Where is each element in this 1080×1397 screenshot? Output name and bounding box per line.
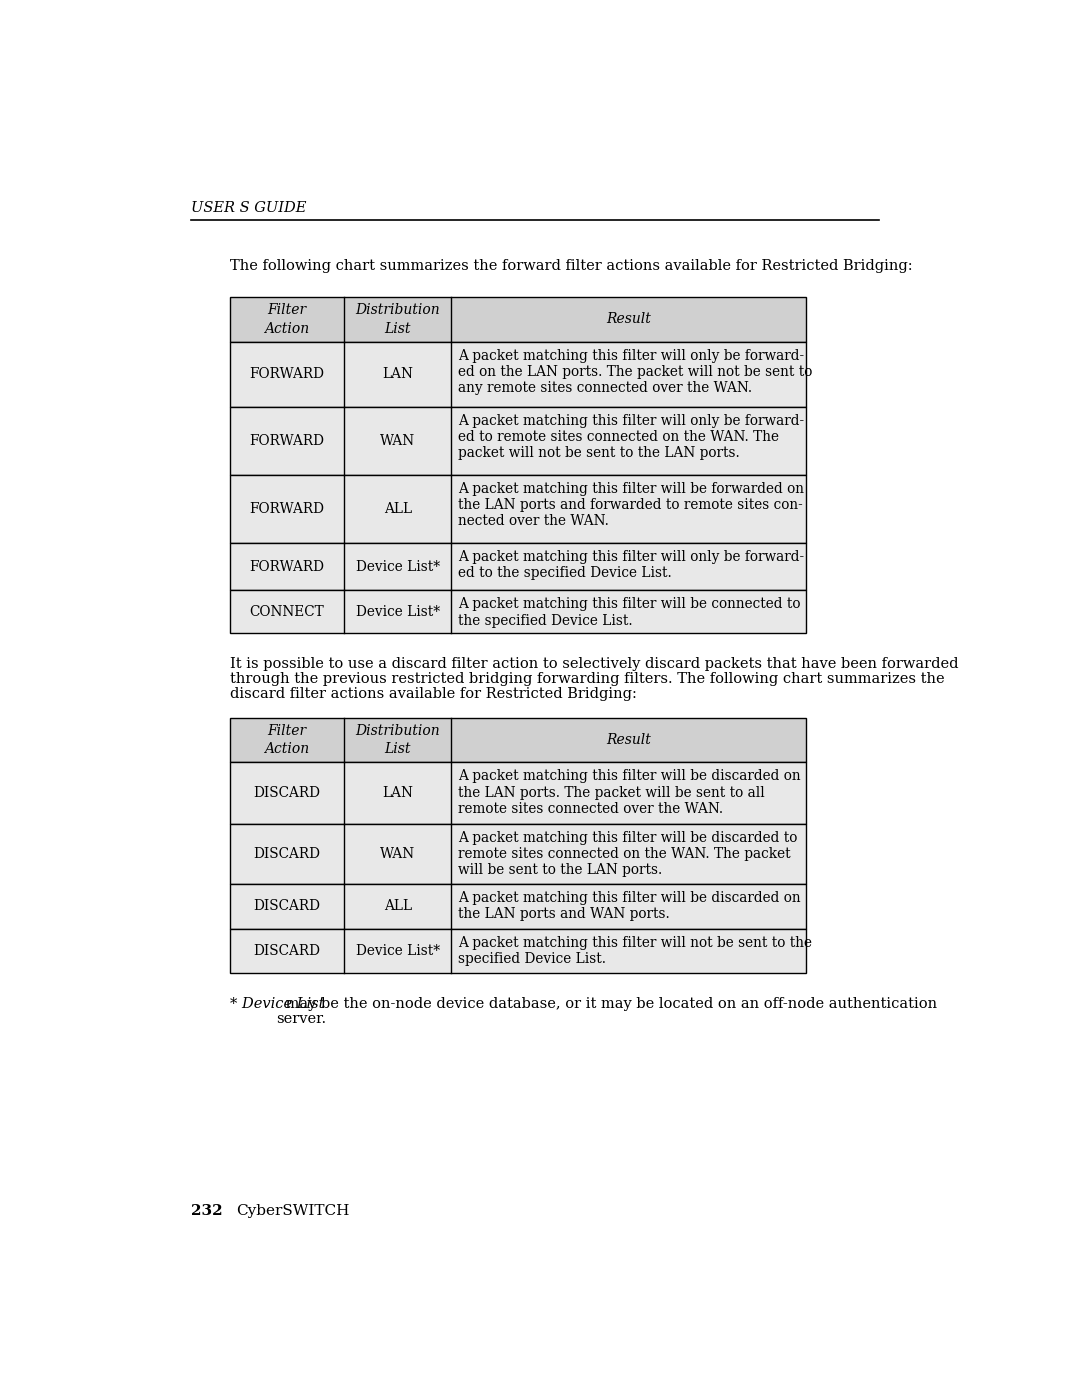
- Text: CyberSWITCH: CyberSWITCH: [235, 1204, 349, 1218]
- Text: FORWARD: FORWARD: [249, 502, 324, 515]
- Text: 232: 232: [191, 1204, 222, 1218]
- Text: Device List*: Device List*: [355, 560, 440, 574]
- Text: FORWARD: FORWARD: [249, 434, 324, 448]
- Text: USER S GUIDE: USER S GUIDE: [191, 201, 306, 215]
- Text: DISCARD: DISCARD: [254, 787, 321, 800]
- Bar: [230, 591, 806, 633]
- Bar: [230, 884, 806, 929]
- Bar: [230, 718, 806, 763]
- Text: Device List*: Device List*: [355, 605, 440, 619]
- Bar: [230, 824, 806, 884]
- Text: A packet matching this filter will only be forward-
ed to the specified Device L: A packet matching this filter will only …: [458, 549, 805, 580]
- Text: A packet matching this filter will only be forward-
ed to remote sites connected: A packet matching this filter will only …: [458, 414, 805, 461]
- Bar: [230, 298, 806, 342]
- Text: FORWARD: FORWARD: [249, 560, 324, 574]
- Text: server.: server.: [276, 1011, 326, 1025]
- Bar: [230, 542, 806, 591]
- Text: A packet matching this filter will be forwarded on
the LAN ports and forwarded t: A packet matching this filter will be fo…: [458, 482, 805, 528]
- Text: A packet matching this filter will not be sent to the
specified Device List.: A packet matching this filter will not b…: [458, 936, 812, 965]
- Bar: [230, 407, 806, 475]
- Text: * Device List: * Device List: [230, 996, 324, 1010]
- Text: DISCARD: DISCARD: [254, 900, 321, 914]
- Bar: [230, 884, 806, 929]
- Bar: [230, 342, 806, 407]
- Bar: [230, 929, 806, 974]
- Text: Filter
Action: Filter Action: [265, 724, 310, 756]
- Text: Result: Result: [606, 733, 651, 747]
- Bar: [230, 407, 806, 475]
- Text: Distribution
List: Distribution List: [355, 303, 440, 335]
- Bar: [230, 298, 806, 342]
- Text: A packet matching this filter will be discarded on
the LAN ports and WAN ports.: A packet matching this filter will be di…: [458, 891, 800, 921]
- Bar: [230, 824, 806, 884]
- Text: Filter
Action: Filter Action: [265, 303, 310, 335]
- Text: WAN: WAN: [380, 434, 416, 448]
- Text: A packet matching this filter will only be forward-
ed on the LAN ports. The pac: A packet matching this filter will only …: [458, 349, 812, 395]
- Text: WAN: WAN: [380, 847, 416, 861]
- Text: FORWARD: FORWARD: [249, 367, 324, 381]
- Bar: [230, 718, 806, 763]
- Text: Distribution
List: Distribution List: [355, 724, 440, 756]
- Text: A packet matching this filter will be discarded on
the LAN ports. The packet wil: A packet matching this filter will be di…: [458, 770, 800, 816]
- Text: A packet matching this filter will be discarded to
remote sites connected on the: A packet matching this filter will be di…: [458, 831, 797, 877]
- Text: It is possible to use a discard filter action to selectively discard packets tha: It is possible to use a discard filter a…: [230, 658, 958, 672]
- Bar: [230, 475, 806, 542]
- Text: may be the on-node device database, or it may be located on an off-node authenti: may be the on-node device database, or i…: [282, 996, 937, 1010]
- Bar: [230, 929, 806, 974]
- Text: Device List*: Device List*: [355, 944, 440, 958]
- Text: The following chart summarizes the forward filter actions available for Restrict: The following chart summarizes the forwa…: [230, 258, 913, 272]
- Bar: [230, 763, 806, 824]
- Text: ALL: ALL: [383, 502, 411, 515]
- Bar: [230, 591, 806, 633]
- Bar: [230, 342, 806, 407]
- Bar: [230, 763, 806, 824]
- Text: Result: Result: [606, 313, 651, 327]
- Text: through the previous restricted bridging forwarding filters. The following chart: through the previous restricted bridging…: [230, 672, 944, 686]
- Text: A packet matching this filter will be connected to
the specified Device List.: A packet matching this filter will be co…: [458, 598, 800, 627]
- Text: DISCARD: DISCARD: [254, 944, 321, 958]
- Text: LAN: LAN: [382, 367, 414, 381]
- Text: LAN: LAN: [382, 787, 414, 800]
- Text: DISCARD: DISCARD: [254, 847, 321, 861]
- Text: discard filter actions available for Restricted Bridging:: discard filter actions available for Res…: [230, 687, 636, 701]
- Bar: [230, 542, 806, 591]
- Text: ALL: ALL: [383, 900, 411, 914]
- Text: CONNECT: CONNECT: [249, 605, 324, 619]
- Bar: [230, 475, 806, 542]
